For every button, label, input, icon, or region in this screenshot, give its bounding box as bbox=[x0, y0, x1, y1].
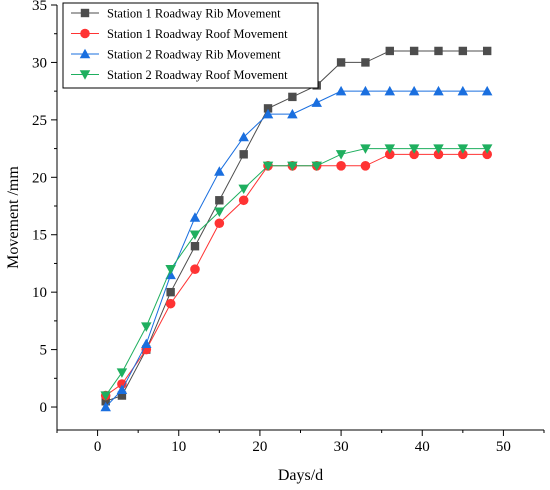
data-point-circle bbox=[117, 379, 127, 389]
series-2 bbox=[100, 149, 492, 401]
data-point-triangle-up bbox=[238, 131, 249, 142]
x-tick-label: 30 bbox=[334, 439, 349, 455]
series-4 bbox=[100, 144, 493, 401]
data-point-triangle-down bbox=[238, 184, 249, 195]
data-point-square bbox=[434, 46, 443, 56]
data-point-triangle-down bbox=[408, 144, 420, 154]
data-point-triangle-up bbox=[311, 97, 322, 107]
y-axis-title: Movement /mm bbox=[5, 166, 22, 269]
data-point-square bbox=[215, 196, 224, 205]
data-point-triangle-down bbox=[214, 207, 225, 218]
data-point-triangle-up bbox=[335, 85, 347, 96]
series-layer bbox=[100, 46, 493, 412]
y-tick-label: 5 bbox=[40, 343, 48, 359]
data-point-triangle-down bbox=[262, 161, 274, 172]
data-point-square bbox=[263, 104, 273, 113]
data-point-triangle-down bbox=[100, 391, 111, 401]
data-point-square bbox=[288, 92, 297, 102]
x-tick-label: 0 bbox=[94, 439, 102, 455]
y-tick-label: 10 bbox=[32, 285, 47, 301]
data-point-circle bbox=[458, 149, 468, 160]
data-point-triangle-down bbox=[116, 368, 128, 378]
data-point-triangle-up bbox=[214, 166, 225, 176]
series-line bbox=[105, 50, 488, 402]
y-tick-label: 0 bbox=[40, 400, 48, 416]
data-point-triangle-up bbox=[79, 48, 91, 59]
y-tick-label: 15 bbox=[32, 228, 47, 244]
data-point-triangle-up bbox=[100, 401, 111, 412]
series-line bbox=[105, 148, 488, 396]
data-point-circle bbox=[409, 149, 419, 160]
x-tick-label: 50 bbox=[496, 439, 511, 455]
data-point-triangle-down bbox=[189, 230, 201, 240]
y-tick-label: 35 bbox=[32, 0, 47, 14]
data-point-circle bbox=[190, 264, 200, 274]
data-point-square bbox=[80, 8, 90, 18]
data-point-triangle-up bbox=[141, 338, 152, 349]
series-3 bbox=[100, 85, 493, 412]
data-point-triangle-up bbox=[384, 85, 396, 96]
data-point-triangle-down bbox=[311, 161, 322, 172]
data-point-circle bbox=[214, 218, 225, 229]
legend-box bbox=[62, 2, 319, 89]
legend-label: Station 2 Roadway Rib Movement bbox=[107, 48, 281, 62]
data-point-square bbox=[101, 397, 110, 406]
data-point-square bbox=[117, 391, 127, 400]
data-point-square bbox=[166, 287, 175, 297]
axes: 0 10 20 30 40 50 0 5 10 15 20 25 30 35 bbox=[32, 0, 545, 455]
data-point-triangle-up bbox=[481, 85, 493, 96]
data-point-triangle-down bbox=[481, 144, 493, 154]
legend-label: Station 1 Roadway Roof Movement bbox=[107, 27, 288, 41]
data-point-triangle-up bbox=[189, 212, 201, 222]
data-point-square bbox=[336, 58, 346, 67]
data-point-square bbox=[385, 46, 394, 56]
data-point-circle bbox=[165, 298, 176, 309]
legend-label: Station 1 Roadway Rib Movement bbox=[107, 7, 281, 21]
x-tick-label: 10 bbox=[171, 439, 186, 455]
data-point-triangle-down bbox=[360, 144, 371, 154]
data-point-triangle-down bbox=[457, 144, 469, 154]
data-point-triangle-up bbox=[408, 85, 420, 96]
series-line bbox=[105, 153, 488, 396]
data-point-square bbox=[190, 242, 200, 251]
data-point-square bbox=[361, 58, 370, 67]
y-tick-label: 20 bbox=[32, 170, 47, 186]
data-point-triangle-down bbox=[433, 144, 444, 154]
data-point-circle bbox=[360, 161, 371, 171]
x-axis-title: Days/d bbox=[278, 467, 323, 484]
data-point-square bbox=[409, 46, 419, 56]
series-1 bbox=[101, 46, 492, 406]
data-point-square bbox=[482, 46, 492, 56]
data-point-triangle-up bbox=[116, 384, 128, 394]
data-point-triangle-down bbox=[165, 264, 176, 275]
data-point-circle bbox=[384, 149, 395, 160]
data-point-triangle-up bbox=[457, 85, 469, 96]
data-point-square bbox=[458, 46, 468, 56]
data-point-triangle-down bbox=[141, 322, 152, 332]
data-point-triangle-down bbox=[79, 70, 91, 80]
data-point-circle bbox=[80, 28, 90, 39]
x-tick-label: 40 bbox=[415, 439, 430, 455]
data-point-triangle-down bbox=[384, 144, 396, 154]
data-point-circle bbox=[336, 161, 346, 171]
x-tick-label: 20 bbox=[252, 439, 267, 455]
legend-label: Station 2 Roadway Roof Movement bbox=[107, 68, 288, 82]
data-point-triangle-down bbox=[287, 161, 298, 172]
data-point-triangle-up bbox=[433, 85, 444, 96]
y-tick-label: 30 bbox=[32, 55, 47, 71]
series-line bbox=[105, 90, 488, 408]
legend: Station 1 Roadway Rib Movement Station 1 … bbox=[62, 2, 319, 89]
data-point-triangle-up bbox=[287, 108, 298, 119]
data-point-circle bbox=[433, 149, 444, 160]
data-point-triangle-down bbox=[335, 150, 347, 160]
data-point-triangle-up bbox=[360, 85, 371, 96]
data-point-circle bbox=[238, 195, 249, 206]
y-tick-label: 25 bbox=[32, 113, 47, 129]
data-point-triangle-up bbox=[262, 108, 274, 119]
data-point-circle bbox=[482, 149, 492, 160]
data-point-square bbox=[239, 150, 248, 159]
